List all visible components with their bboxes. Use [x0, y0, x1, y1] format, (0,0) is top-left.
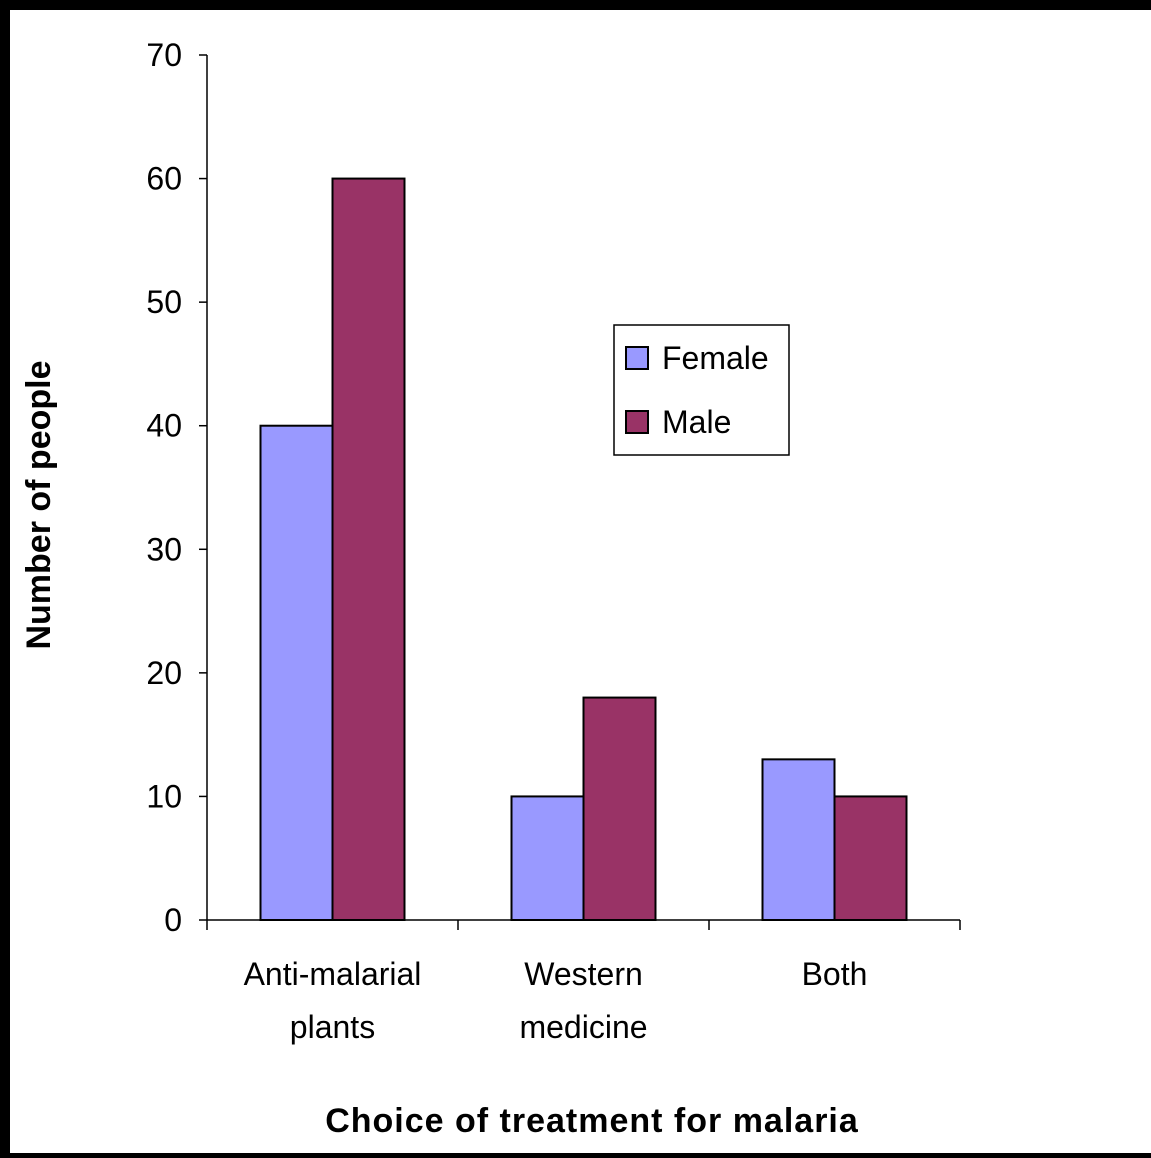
y-tick-label: 10	[146, 778, 182, 814]
legend-label-female: Female	[662, 340, 769, 376]
legend-label-male: Male	[662, 404, 731, 440]
y-tick-label: 0	[164, 902, 182, 938]
bar-male-0	[331, 177, 406, 922]
bar-female-2	[761, 758, 836, 921]
x-category-label: Western	[524, 956, 643, 992]
bar-female-0	[259, 424, 334, 921]
legend-swatch-male	[625, 410, 649, 434]
y-axis-title: Number of people	[20, 360, 58, 649]
x-category-label: plants	[290, 1009, 375, 1045]
y-tick-label: 60	[146, 161, 182, 197]
x-category-label: Anti-malarial	[244, 956, 422, 992]
y-tick-label: 30	[146, 531, 182, 567]
bar-female-1	[510, 795, 585, 922]
x-category-label: medicine	[519, 1009, 647, 1045]
bar-chart: 0 10 20 30 40 50 60 70 Anti-malarial plants Wester…	[20, 37, 961, 1140]
y-tick-label: 70	[146, 37, 182, 73]
bar-male-1	[582, 696, 657, 921]
y-tick-label: 20	[146, 655, 182, 691]
bars	[259, 177, 908, 922]
axes: 0 10 20 30 40 50 60 70 Anti-malarial plants Wester…	[146, 37, 961, 1045]
legend: Female Male	[613, 324, 790, 456]
y-tick-label: 50	[146, 284, 182, 320]
bar-male-2	[833, 795, 908, 922]
x-category-label: Both	[802, 956, 868, 992]
y-tick-label: 40	[146, 408, 182, 444]
chart-frame: 0 10 20 30 40 50 60 70 Anti-malarial plants Wester…	[10, 10, 1151, 1153]
legend-swatch-female	[625, 346, 649, 370]
x-axis-title: Choice of treatment for malaria	[325, 1102, 859, 1140]
